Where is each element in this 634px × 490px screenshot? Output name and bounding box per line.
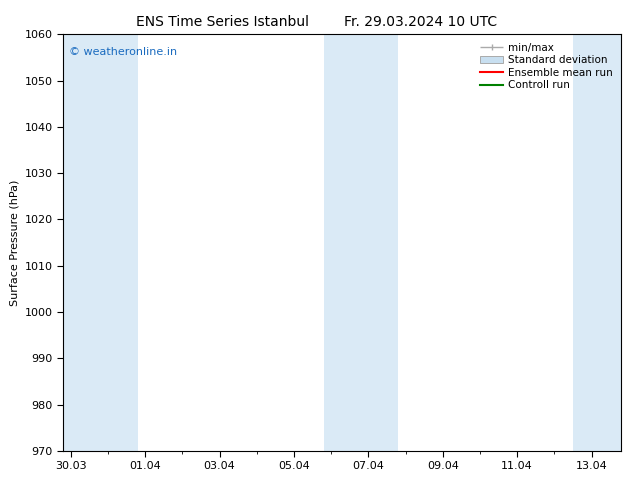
Text: © weatheronline.in: © weatheronline.in <box>69 47 177 57</box>
Bar <box>573 34 621 451</box>
Y-axis label: Surface Pressure (hPa): Surface Pressure (hPa) <box>10 179 19 306</box>
Text: ENS Time Series Istanbul        Fr. 29.03.2024 10 UTC: ENS Time Series Istanbul Fr. 29.03.2024 … <box>136 15 498 29</box>
Legend: min/max, Standard deviation, Ensemble mean run, Controll run: min/max, Standard deviation, Ensemble me… <box>477 40 616 94</box>
Bar <box>63 34 138 451</box>
Bar <box>324 34 398 451</box>
